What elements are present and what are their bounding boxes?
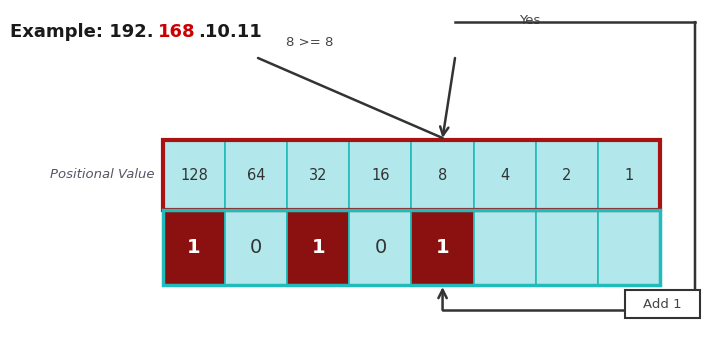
Text: 0: 0 [374, 238, 386, 257]
Text: 128: 128 [180, 168, 208, 183]
Bar [225, 140, 287, 210]
Bar [412, 210, 473, 285]
Bar [163, 140, 660, 210]
Bar [349, 210, 412, 285]
Text: Example: 192.: Example: 192. [10, 23, 154, 41]
Text: 8 >= 8: 8 >= 8 [286, 36, 334, 49]
Bar [598, 210, 660, 285]
Text: 1: 1 [436, 238, 450, 257]
Bar [287, 140, 349, 210]
Text: 16: 16 [371, 168, 389, 183]
Text: Add 1: Add 1 [643, 298, 682, 311]
Text: .10.11: .10.11 [198, 23, 262, 41]
Bar [163, 140, 225, 210]
Text: 64: 64 [247, 168, 265, 183]
Text: 4: 4 [500, 168, 509, 183]
Bar [349, 140, 412, 210]
Text: 32: 32 [309, 168, 328, 183]
Bar [598, 140, 660, 210]
Bar [625, 290, 700, 318]
Text: 0: 0 [250, 238, 262, 257]
Text: 2: 2 [562, 168, 571, 183]
Bar [163, 210, 225, 285]
Bar [473, 140, 536, 210]
Bar [163, 210, 660, 285]
Text: Yes: Yes [519, 13, 541, 26]
Bar [287, 210, 349, 285]
Text: 8: 8 [438, 168, 447, 183]
Text: 1: 1 [312, 238, 325, 257]
Bar [536, 210, 598, 285]
Text: 1: 1 [187, 238, 201, 257]
Bar [225, 210, 287, 285]
Text: Positional Value: Positional Value [51, 169, 155, 182]
Bar [536, 140, 598, 210]
Bar [473, 210, 536, 285]
Bar [412, 140, 473, 210]
Text: 1: 1 [624, 168, 634, 183]
Text: 168: 168 [158, 23, 196, 41]
